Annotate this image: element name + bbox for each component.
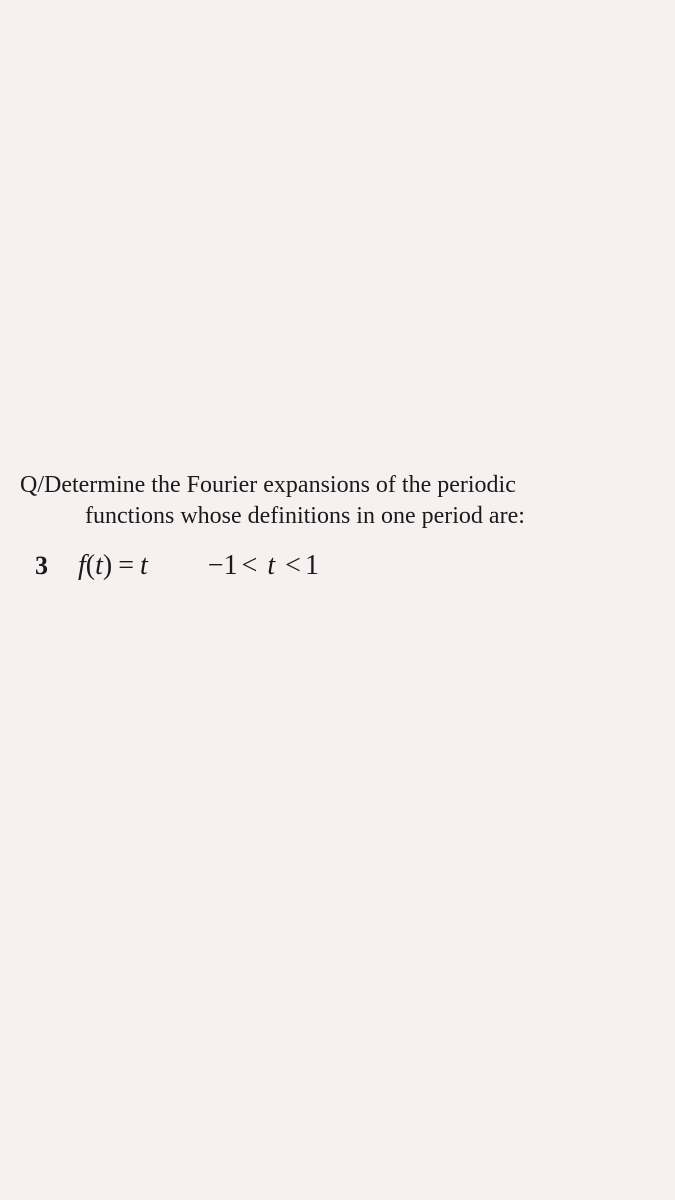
open-paren: ( — [86, 550, 95, 581]
question-prompt: Q/Determine the Fourier expansions of th… — [20, 470, 655, 532]
function-name: f — [78, 550, 86, 581]
equation: f(t)=t — [78, 550, 148, 582]
domain-lower: −1 — [208, 550, 238, 581]
equation-variable: t — [95, 550, 103, 581]
equation-rhs: t — [140, 550, 148, 581]
question-content: Q/Determine the Fourier expansions of th… — [20, 470, 655, 582]
problem-number: 3 — [35, 551, 48, 581]
close-paren: ) — [103, 550, 112, 581]
domain-variable: t — [267, 550, 275, 581]
equals-sign: = — [118, 550, 134, 581]
domain-upper: 1 — [305, 550, 319, 581]
less-than-1: < — [242, 550, 258, 581]
question-line1: Q/Determine the Fourier expansions of th… — [20, 472, 516, 498]
problem-row: 3 f(t)=t −1<t<1 — [20, 550, 655, 582]
question-line2: functions whose definitions in one perio… — [20, 501, 655, 532]
domain-range: −1<t<1 — [208, 550, 319, 582]
less-than-2: < — [285, 550, 301, 581]
